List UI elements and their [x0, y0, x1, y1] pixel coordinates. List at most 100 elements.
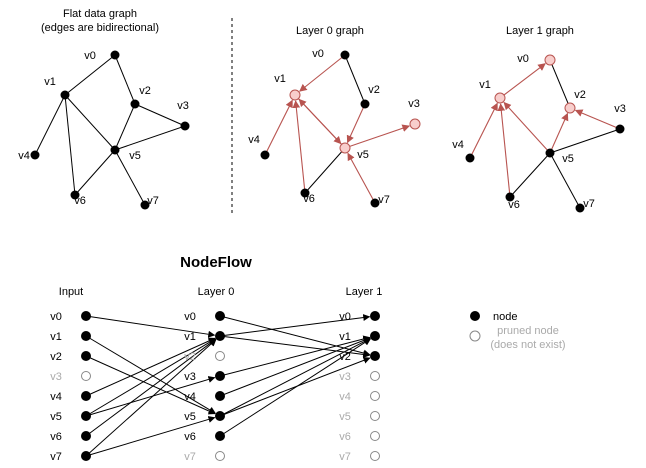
layer1-label-v3: v3 [614, 103, 626, 115]
flat-node-v2 [130, 99, 140, 109]
layer1-node-v1 [494, 92, 506, 104]
nodeflow-edge-layer0-layer1-v1-v0 [219, 314, 371, 337]
flat-label-v1: v1 [44, 76, 56, 88]
nodeflow-title: NodeFlow [180, 254, 252, 271]
layer1-graph: v0 v1 v2 v3 v4 v5 v6 v7 [452, 53, 626, 213]
nodeflow-input-node-v7 [81, 451, 91, 461]
nodeflow-input-label-v1: v1 [50, 331, 62, 343]
layer1-label-v5: v5 [562, 153, 574, 165]
layer0-graph-title: Layer 0 graph [296, 25, 364, 37]
legend-node-icon [470, 311, 480, 321]
nodeflow-layer1-label-v0: v0 [339, 311, 351, 323]
flat-edge-v2-v5 [114, 103, 136, 151]
nodeflow-input-label-v6: v6 [50, 431, 62, 443]
layer1-label-v4: v4 [452, 139, 464, 151]
layer0-graph: v0 v1 v2 v3 v4 v5 v6 v7 [248, 48, 421, 208]
nodeflow-layer1-label-v5: v5 [339, 411, 351, 423]
nodeflow-input-pruned-node-v3 [81, 371, 91, 381]
layer1-node-v0 [544, 54, 556, 66]
flat-label-v4: v4 [18, 150, 30, 162]
flat-node-v6 [70, 190, 80, 200]
flat-graph-subtitle: (edges are bidirectional) [41, 22, 159, 34]
layer1-node-v3 [615, 124, 625, 134]
nodeflow-layer1-pruned-node-v6 [370, 431, 380, 441]
layer1-arrow-v6-v1 [497, 103, 511, 198]
nodeflow-edge-input-layer0-v5-v1 [85, 338, 216, 417]
flat-label-v5: v5 [129, 150, 141, 162]
nodeflow-layer1-label-v7: v7 [339, 451, 351, 463]
layer0-label-v2: v2 [368, 84, 380, 96]
layer1-label-v1: v1 [479, 79, 491, 91]
layer1-arrow-v5-v1 [503, 101, 551, 154]
layer1-column-header: Layer 1 [346, 286, 383, 298]
nodeflow-edge-layer0-layer1-v4-v1 [219, 336, 371, 397]
layer1-arrow-v3-v2 [574, 109, 621, 130]
nodeflow-layer0-node-v6 [215, 431, 225, 441]
layer0-label-v6: v6 [303, 193, 315, 205]
layer0-node-v5 [339, 142, 351, 154]
nodeflow-edge-input-layer0-v7-v1 [85, 339, 217, 457]
nodeflow-layer0-label-v0: v0 [184, 311, 196, 323]
layer0-node-v2 [360, 99, 370, 109]
layer1-node-v6 [505, 192, 515, 202]
nodeflow-layer0-label-v5: v5 [184, 411, 196, 423]
nodeflow-input-node-v6 [81, 431, 91, 441]
flat-label-v7: v7 [147, 195, 159, 207]
flat-node-v7 [140, 200, 150, 210]
nodeflow-layer0-label-v7: v7 [184, 451, 196, 463]
nodeflow-edge-input-layer0-v4-v1 [85, 337, 216, 397]
flat-edge-v5-v7 [114, 149, 146, 206]
nodeflow-input-node-v5 [81, 411, 91, 421]
layer1-label-v0: v0 [517, 53, 529, 65]
nodeflow-layer1-label-v4: v4 [339, 391, 351, 403]
nodeflow-layer0-node-v3 [215, 371, 225, 381]
flat-edge-v1-v5 [64, 94, 116, 151]
nodeflow-layer0-label-v6: v6 [184, 431, 196, 443]
legend-pruned-label: pruned node [497, 325, 559, 337]
nodeflow-edge-layer0-layer1-v6-v1 [219, 338, 371, 437]
legend-pruned-icon [469, 330, 481, 342]
layer0-edge-v6-v5 [304, 147, 346, 194]
nodeflow-edge-input-layer0-v2-v5 [85, 355, 216, 415]
nodeflow-input-label-v3: v3 [50, 371, 62, 383]
flat-node-v0 [110, 50, 120, 60]
nodeflow-input-label-v0: v0 [50, 311, 62, 323]
nodeflow-layer1-label-v2: v2 [339, 351, 351, 363]
layer0-label-v5: v5 [357, 149, 369, 161]
layer0-arrow-v2-v5 [346, 103, 366, 144]
nodeflow-edge-input-layer0-v6-v1 [85, 338, 217, 437]
flat-node-v3 [180, 121, 190, 131]
nodeflow-layer1-pruned-node-v4 [370, 391, 380, 401]
input-column-header: Input [59, 286, 83, 298]
flat-edge-v5-v6 [74, 149, 116, 196]
nodeflow-layer0-pruned-node-v2 [215, 351, 225, 361]
nodeflow-layer0-label-v2: v2 [184, 351, 196, 363]
flat-edge-v1-v6 [64, 94, 76, 196]
nodeflow-layer0-label-v4: v4 [184, 391, 196, 403]
layer0-node-v4 [260, 150, 270, 160]
flat-edge-v0-v2 [114, 54, 136, 105]
layer1-node-v7 [575, 203, 585, 213]
nodeflow-layer1-label-v6: v6 [339, 431, 351, 443]
nodeflow-edge-layer0-layer1-v5-v2 [219, 356, 371, 417]
layer1-edge-v5-v3 [549, 128, 621, 154]
nodeflow-edge-input-layer0-v7-v5 [85, 416, 216, 457]
layer0-label-v4: v4 [248, 134, 260, 146]
flat-node-v5 [110, 145, 120, 155]
layer1-arrow-v1-v0 [499, 63, 546, 99]
flat-edge-v1-v4 [34, 94, 66, 156]
layer0-node-v3 [409, 118, 421, 130]
layer1-arrow-v5-v2 [549, 112, 569, 154]
layer1-node-v4 [465, 153, 475, 163]
layer0-label-v0: v0 [312, 48, 324, 60]
nodeflow-layer0-node-v5 [215, 411, 225, 421]
layer1-arrow-v4-v1 [469, 102, 498, 159]
flat-label-v6: v6 [74, 195, 86, 207]
nodeflow-input-label-v7: v7 [50, 451, 62, 463]
flat-data-graph: v0 v1 v2 v3 v4 v5 v6 v7 [18, 50, 190, 210]
flat-label-v2: v2 [139, 85, 151, 97]
layer1-label-v2: v2 [574, 89, 586, 101]
nodeflow-edge-layer0-layer1-v5-v1 [219, 338, 371, 417]
layer0-node-v0 [340, 50, 350, 60]
